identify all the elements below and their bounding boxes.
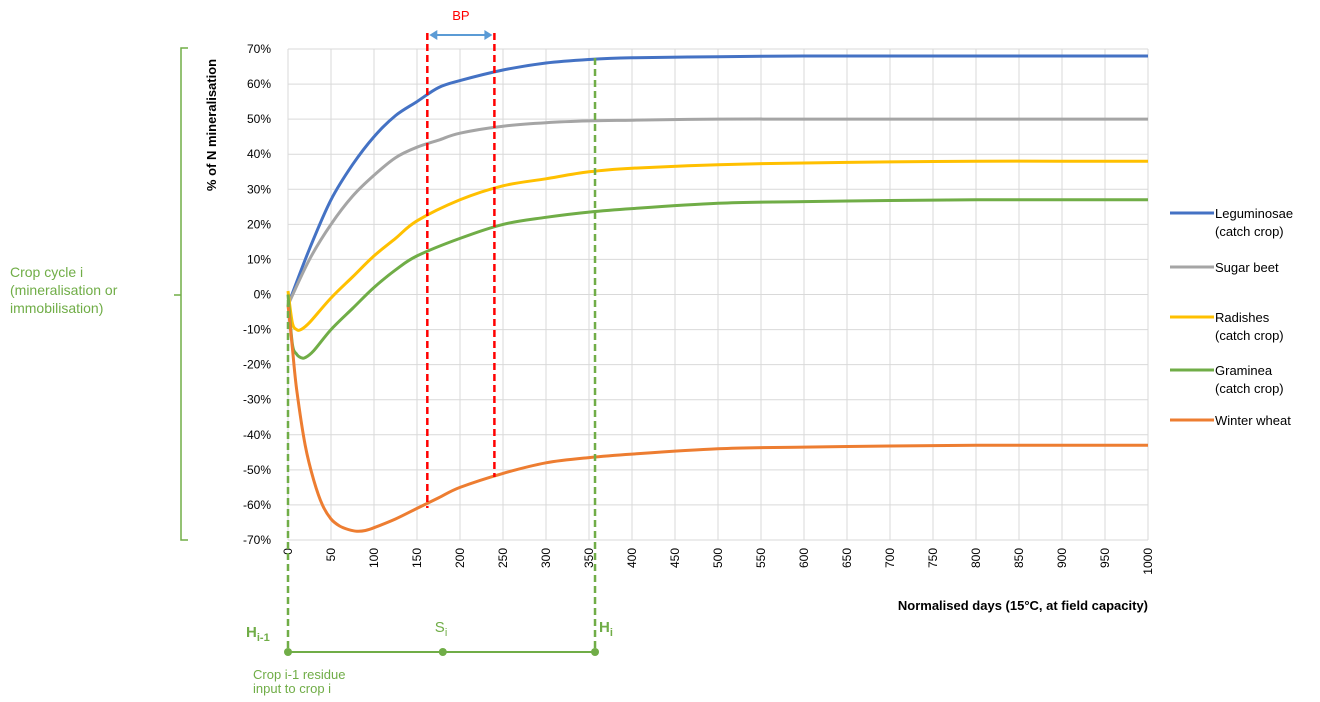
y-tick-label: 50% — [247, 112, 271, 126]
x-tick-label: 250 — [496, 548, 510, 568]
x-tick-label: 800 — [969, 548, 983, 568]
h-prev-label: Hi-1 — [246, 624, 270, 644]
x-tick-label: 950 — [1098, 548, 1112, 568]
crop-cycle-bracket — [174, 47, 188, 541]
crop-cycle-text-line: immobilisation) — [10, 300, 103, 316]
x-tick-label: 200 — [453, 548, 467, 568]
bp-label: BP — [452, 8, 469, 23]
y-tick-label: 40% — [247, 147, 271, 161]
x-tick-label: 700 — [883, 548, 897, 568]
crop-cycle-text-line: (mineralisation or — [10, 282, 118, 298]
crop-cycle-text-line: Crop cycle i — [10, 264, 83, 280]
y-tick-label: -10% — [243, 323, 271, 337]
y-tick-label: 70% — [247, 42, 271, 56]
x-axis-title: Normalised days (15°C, at field capacity… — [898, 598, 1148, 613]
legend-label-leguminosae: Leguminosae (catch crop) — [1215, 206, 1293, 239]
timeline-dot — [284, 648, 292, 656]
x-tick-label: 850 — [1012, 548, 1026, 568]
residue-text-line: Crop i-1 residue — [253, 667, 346, 682]
x-tick-label: 300 — [539, 548, 553, 568]
timeline-dot — [438, 648, 447, 656]
x-tick-label: 900 — [1055, 548, 1069, 568]
legend-label-sugar-beet: Sugar beet — [1215, 260, 1279, 275]
y-tick-label: -40% — [243, 428, 271, 442]
legend-label-radishes: Radishes (catch crop) — [1215, 310, 1284, 343]
hi-label: Hi — [599, 619, 613, 639]
x-tick-label: 400 — [625, 548, 639, 568]
x-tick-label: 350 — [582, 548, 596, 568]
x-tick-label: 450 — [668, 548, 682, 568]
legend-label-winter-wheat: Winter wheat — [1215, 413, 1291, 428]
x-tick-label: 650 — [840, 548, 854, 568]
y-tick-label: 0% — [254, 288, 272, 302]
y-tick-label: -30% — [243, 393, 271, 407]
x-tick-label: 100 — [367, 548, 381, 568]
y-tick-label: -60% — [243, 498, 271, 512]
series-layer — [286, 54, 1148, 533]
series-line-sugar-beet — [286, 117, 1148, 306]
x-tick-label: 150 — [410, 548, 424, 568]
y-tick-label: 10% — [247, 252, 271, 266]
x-tick-label: 750 — [926, 548, 940, 568]
legend: Leguminosae (catch crop) Sugar beet Radishe… — [1170, 206, 1293, 428]
x-tick-label: 500 — [711, 548, 725, 568]
x-tick-label: 550 — [754, 548, 768, 568]
bp-arrow-head-right — [484, 30, 493, 40]
y-axis-title: % of N mineralisation — [204, 59, 219, 191]
y-tick-label: 20% — [247, 217, 271, 231]
y-tick-label: -70% — [243, 533, 271, 547]
x-tick-label: 50 — [324, 548, 338, 562]
legend-label-graminea: Graminea (catch crop) — [1215, 363, 1284, 396]
s-label: Si — [435, 619, 447, 639]
series-line-graminea — [286, 198, 1148, 360]
x-tick-label: 600 — [797, 548, 811, 568]
x-tick-label: 1000 — [1141, 548, 1155, 575]
y-tick-label: -20% — [243, 358, 271, 372]
y-tick-label: 30% — [247, 182, 271, 196]
y-tick-labels: 70% 60% 50% 40% 30% 20% 10% 0% -10% -20% -30% -40% -… — [243, 42, 271, 547]
series-line-radishes — [286, 159, 1148, 332]
timeline-dot — [591, 648, 600, 656]
bp-arrow-head-left — [429, 30, 438, 40]
series-line-winter-wheat — [286, 304, 1148, 533]
y-tick-label: -50% — [243, 463, 271, 477]
residue-text-line: input to crop i — [253, 681, 331, 696]
grid — [287, 48, 1149, 541]
series-line-leguminosae — [286, 54, 1148, 306]
x-tick-label: 0 — [281, 548, 295, 555]
x-tick-labels: 0 50 100 150 200 250 300 350 400 450 500 550 600 650 7… — [281, 548, 1155, 575]
y-tick-label: 60% — [247, 77, 271, 91]
